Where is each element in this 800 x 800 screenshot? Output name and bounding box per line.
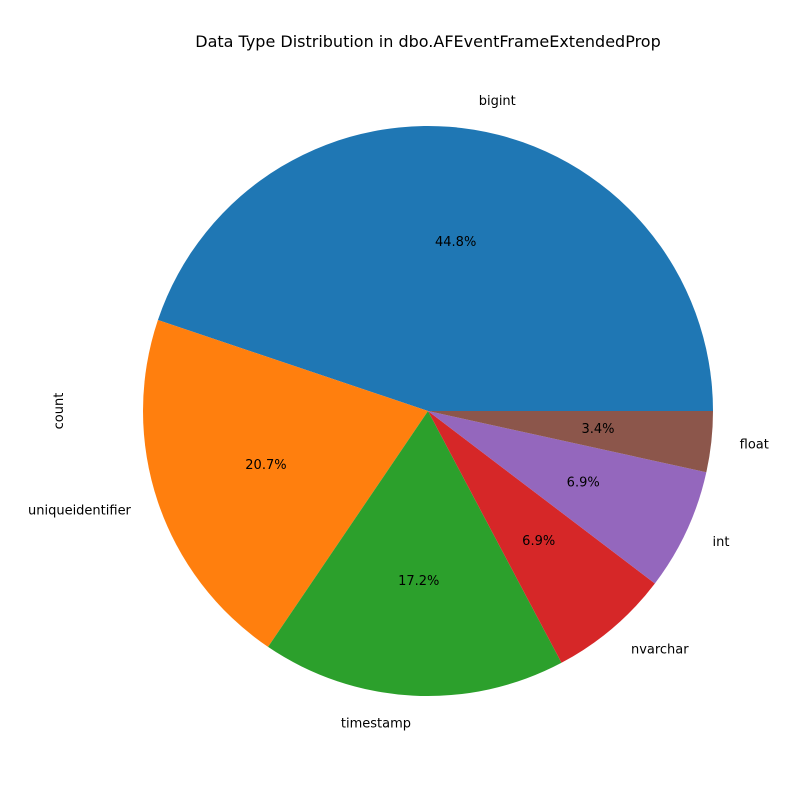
- pie-category-label: float: [740, 437, 769, 452]
- pie-slice-uniqueidentifier: [142, 319, 428, 647]
- chart-title: Data Type Distribution in dbo.AFEventFra…: [195, 32, 661, 51]
- pie-percent-label: 6.9%: [567, 475, 600, 490]
- pie-slice-timestamp: [268, 411, 562, 696]
- pie-category-label: bigint: [479, 94, 516, 109]
- pie-labels: 44.8% bigint 20.7% uniqueidentifier 17.2% tim…: [28, 94, 769, 731]
- pie-category-label: int: [713, 535, 730, 550]
- pie-percent-label: 20.7%: [245, 458, 286, 473]
- pie-slice-float: [428, 411, 713, 473]
- pie-percent-label: 44.8%: [435, 235, 476, 250]
- pie-percent-label: 3.4%: [581, 422, 614, 437]
- pie-slice-int: [428, 411, 707, 584]
- pie-percent-label: 17.2%: [398, 574, 439, 589]
- pie-slices: [142, 125, 714, 696]
- pie-category-label: timestamp: [341, 717, 411, 732]
- y-axis-label: count: [52, 393, 67, 430]
- pie-slice-nvarchar: [428, 411, 655, 663]
- pie-percent-label: 6.9%: [522, 534, 555, 549]
- pie-slice-bigint: [157, 125, 714, 411]
- pie-category-label: nvarchar: [631, 642, 689, 657]
- pie-category-label: uniqueidentifier: [28, 504, 132, 519]
